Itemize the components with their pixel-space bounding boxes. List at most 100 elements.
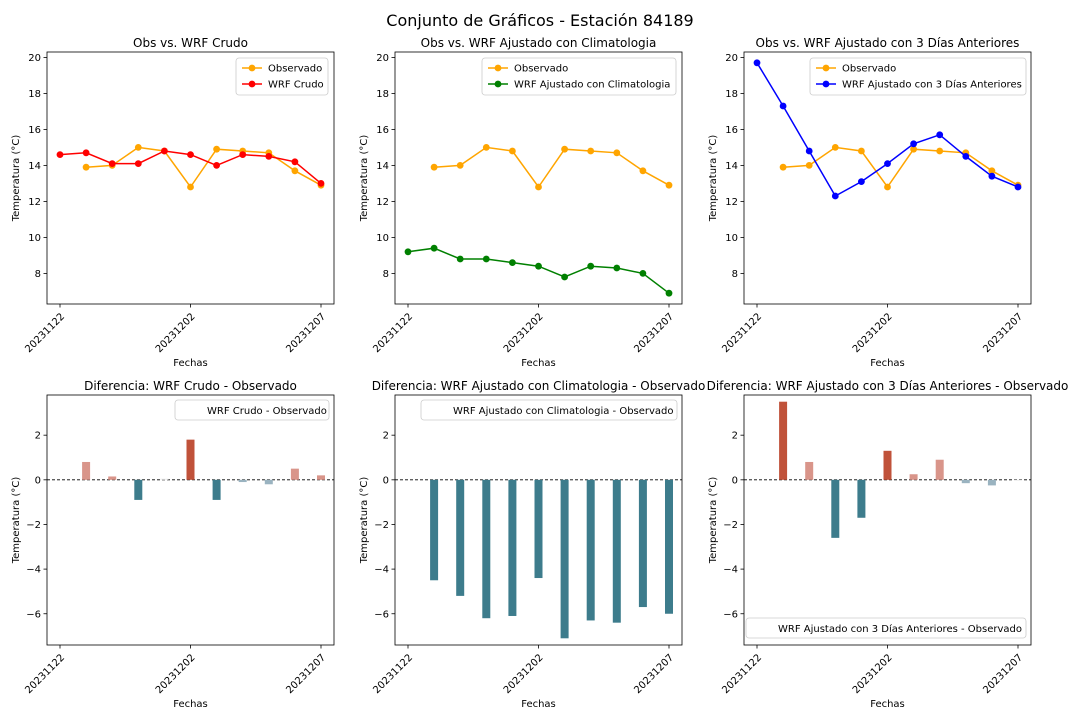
- legend: Observado WRF Ajustado con 3 Días Anterio…: [809, 57, 1027, 96]
- legend-box: [174, 399, 330, 421]
- y-tick-label: 16: [725, 125, 738, 136]
- diff-bar: [779, 401, 788, 480]
- y-tick-label: −6: [723, 609, 738, 620]
- diff-bar: [264, 479, 273, 485]
- figure-title: Conjunto de Gráficos - Estación 84189: [386, 11, 694, 30]
- y-tick-label: 20: [725, 53, 738, 64]
- y-tick-label: 18: [28, 89, 41, 100]
- subplot-title: Obs vs. WRF Crudo: [133, 36, 248, 50]
- x-tick-label: 20231122: [371, 652, 415, 696]
- data-point: [988, 167, 996, 175]
- legend-marker: [248, 80, 256, 88]
- legend-box: [809, 57, 1027, 96]
- data-point: [482, 255, 490, 263]
- legend-marker: [822, 80, 830, 88]
- diff-bar: [857, 479, 866, 518]
- data-point: [988, 172, 996, 180]
- y-tick-label: 10: [376, 233, 389, 244]
- data-point: [430, 244, 438, 252]
- y-tick-label: −2: [723, 520, 738, 531]
- y-tick-label: −2: [374, 520, 389, 531]
- y-axis-label: Temperatura (°C): [708, 477, 719, 565]
- y-tick-label: 18: [725, 89, 738, 100]
- diff-bar: [317, 475, 325, 480]
- data-point: [613, 264, 621, 272]
- data-point: [884, 160, 891, 168]
- x-tick-label: 20231122: [720, 311, 764, 355]
- legend-marker: [248, 64, 256, 72]
- data-point: [561, 145, 568, 153]
- diff-bar: [935, 459, 944, 480]
- diff-bar: [108, 476, 117, 480]
- data-point: [56, 151, 64, 159]
- diff-bar: [82, 461, 91, 480]
- subplot-2: Obs vs. WRF Ajustado con Climatologia 8 10…: [359, 36, 683, 369]
- data-point: [535, 262, 542, 270]
- series-line-observado: [86, 146, 322, 189]
- legend-label: WRF Crudo: [268, 80, 324, 91]
- data-point: [187, 183, 194, 191]
- subplot-6: Diferencia: WRF Ajustado con 3 Días Ante…: [707, 379, 1069, 710]
- y-tick-label: 2: [383, 431, 389, 442]
- x-tick-label: 20231122: [23, 311, 67, 355]
- data-point: [134, 160, 142, 168]
- data-point: [639, 270, 647, 277]
- data-point: [936, 147, 944, 155]
- data-point: [404, 248, 412, 256]
- diff-bar: [805, 461, 814, 480]
- diff-bar: [665, 479, 673, 614]
- x-axis-label: Fechas: [521, 358, 556, 369]
- legend: WRF Crudo - Observado: [174, 399, 330, 421]
- y-tick-label: 18: [376, 89, 389, 100]
- legend-label: WRF Ajustado con 3 Días Anteriores: [842, 79, 1022, 91]
- y-tick-label: 14: [376, 161, 389, 172]
- y-axis-label: Temperatura (°C): [11, 135, 22, 223]
- diff-bar: [186, 439, 195, 480]
- subplot-title: Obs vs. WRF Ajustado con Climatologia: [421, 36, 657, 50]
- data-point: [213, 162, 221, 169]
- data-point: [561, 273, 568, 281]
- legend-label: Observado: [268, 64, 322, 75]
- diff-bar: [1014, 479, 1022, 481]
- y-tick-label: 0: [732, 475, 738, 486]
- subplot-1: Obs vs. WRF Crudo 8 10 12 14 16 18 20 20231122 20…: [11, 36, 335, 369]
- y-tick-label: 10: [28, 233, 41, 244]
- legend-label: WRF Ajustado con Climatologia - Observad…: [453, 406, 674, 417]
- y-tick-label: 8: [35, 269, 41, 280]
- x-tick-label: 20231202: [154, 311, 198, 355]
- x-tick-label: 20231207: [981, 311, 1025, 355]
- diff-bar: [160, 478, 169, 480]
- y-tick-label: 0: [35, 475, 41, 486]
- x-axis-label: Fechas: [173, 358, 208, 369]
- data-point: [134, 144, 142, 151]
- y-tick-label: −4: [374, 565, 389, 576]
- data-point: [161, 147, 168, 155]
- data-point: [82, 163, 90, 171]
- data-point: [239, 151, 247, 159]
- legend-box: [745, 617, 1027, 639]
- x-tick-label: 20231207: [284, 311, 328, 355]
- y-tick-label: 2: [732, 431, 738, 442]
- legend-marker: [494, 80, 502, 88]
- diff-bar: [534, 479, 543, 579]
- data-point: [910, 140, 917, 148]
- y-tick-label: 14: [28, 161, 41, 172]
- data-point: [187, 151, 194, 159]
- data-point: [884, 183, 891, 191]
- data-point: [265, 153, 273, 160]
- data-point: [291, 167, 299, 175]
- legend-marker: [494, 64, 502, 72]
- x-axis-label: Fechas: [870, 699, 905, 710]
- x-tick-label: 20231202: [851, 311, 895, 355]
- diff-bar: [290, 468, 299, 480]
- x-tick-label: 20231202: [154, 652, 198, 696]
- y-tick-label: 12: [28, 197, 41, 208]
- diff-bar: [238, 479, 247, 483]
- data-point: [779, 163, 787, 171]
- y-tick-label: −4: [723, 565, 738, 576]
- data-point: [665, 181, 673, 189]
- y-tick-label: 10: [725, 233, 738, 244]
- diff-bar: [909, 474, 918, 480]
- diff-bar: [134, 479, 143, 500]
